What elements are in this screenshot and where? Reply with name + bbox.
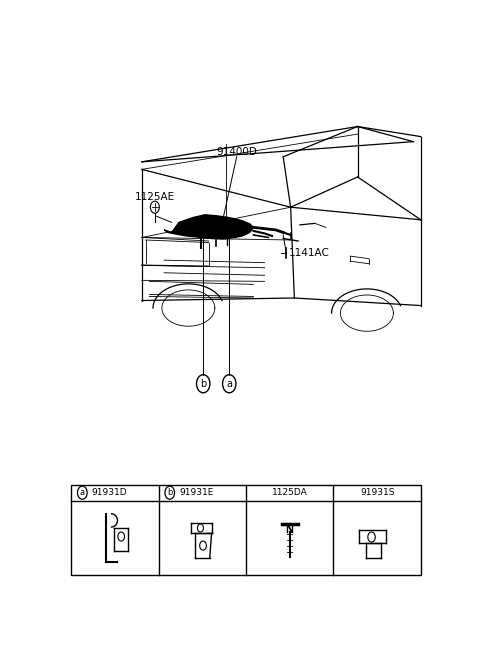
- Text: 91931S: 91931S: [360, 488, 395, 497]
- Bar: [71, 485, 421, 575]
- Text: a: a: [226, 379, 232, 388]
- Text: 91400D: 91400D: [216, 147, 257, 157]
- Text: b: b: [200, 379, 206, 388]
- Text: 91931E: 91931E: [179, 488, 214, 497]
- Polygon shape: [164, 215, 253, 239]
- Text: 1141AC: 1141AC: [289, 248, 330, 257]
- Text: 91931D: 91931D: [92, 488, 127, 497]
- Text: 1125DA: 1125DA: [272, 488, 308, 497]
- Text: 1125AE: 1125AE: [135, 192, 175, 202]
- Text: a: a: [80, 488, 85, 497]
- Text: b: b: [167, 488, 172, 497]
